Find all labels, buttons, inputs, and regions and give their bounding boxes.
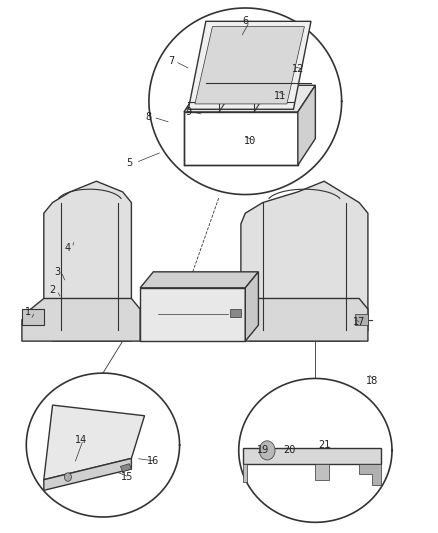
Text: 16: 16 <box>147 456 159 466</box>
Bar <box>230 309 241 317</box>
Polygon shape <box>315 464 328 480</box>
Polygon shape <box>243 448 381 464</box>
Polygon shape <box>241 298 368 341</box>
Text: 10: 10 <box>244 136 256 146</box>
Polygon shape <box>195 27 304 104</box>
Text: 8: 8 <box>146 112 152 122</box>
Text: 20: 20 <box>283 446 295 455</box>
Text: 7: 7 <box>168 56 174 66</box>
Text: 19: 19 <box>257 446 269 455</box>
Text: 21: 21 <box>318 440 330 450</box>
Text: 12: 12 <box>292 64 304 74</box>
Polygon shape <box>140 288 245 341</box>
Polygon shape <box>355 314 368 325</box>
Polygon shape <box>188 21 311 109</box>
Circle shape <box>64 473 71 481</box>
Text: 18: 18 <box>366 376 378 386</box>
Polygon shape <box>243 464 247 482</box>
Polygon shape <box>44 458 131 490</box>
Text: 11: 11 <box>274 91 286 101</box>
Text: 2: 2 <box>49 286 56 295</box>
Text: 6: 6 <box>242 17 248 26</box>
Polygon shape <box>22 298 140 341</box>
Polygon shape <box>120 464 131 472</box>
Circle shape <box>259 441 275 460</box>
Polygon shape <box>241 181 368 341</box>
Polygon shape <box>359 464 381 485</box>
Text: 5: 5 <box>126 158 132 167</box>
Text: 1: 1 <box>25 307 32 317</box>
Text: 14: 14 <box>75 435 87 445</box>
Text: 3: 3 <box>54 267 60 277</box>
Polygon shape <box>140 272 258 288</box>
Polygon shape <box>44 181 131 341</box>
Text: 9: 9 <box>185 107 191 117</box>
Polygon shape <box>245 272 258 341</box>
Text: 17: 17 <box>353 318 365 327</box>
Polygon shape <box>184 85 315 112</box>
Polygon shape <box>22 309 44 325</box>
Text: 4: 4 <box>65 243 71 253</box>
Polygon shape <box>298 85 315 165</box>
Text: 15: 15 <box>121 472 133 482</box>
Polygon shape <box>44 405 145 480</box>
